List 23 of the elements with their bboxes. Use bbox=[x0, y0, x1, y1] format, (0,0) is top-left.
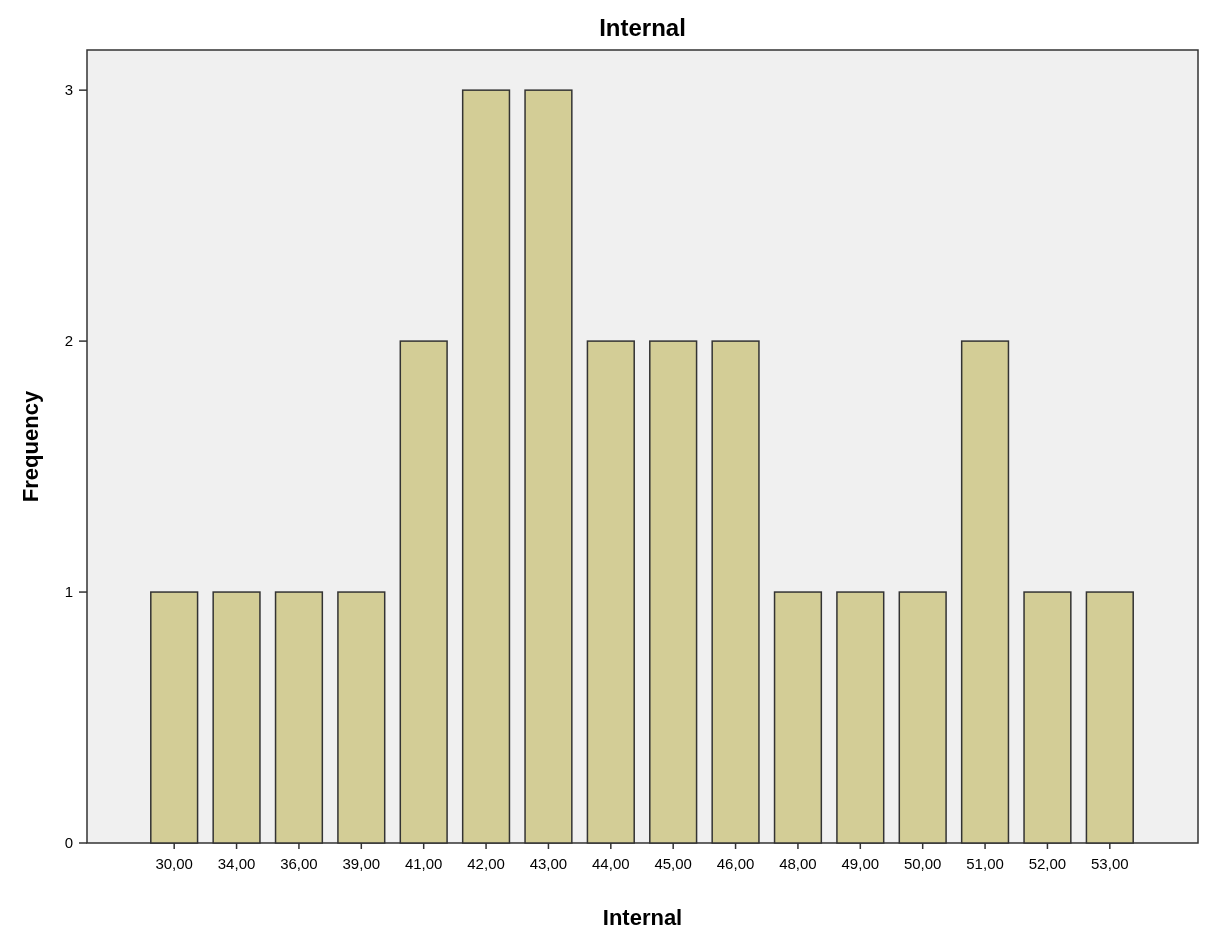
x-tick-label: 52,00 bbox=[1028, 855, 1067, 872]
x-tick-label: 46,00 bbox=[716, 855, 755, 872]
x-tick-label: 50,00 bbox=[903, 855, 942, 872]
x-tick-label: 42,00 bbox=[467, 855, 505, 872]
x-axis-title: Internal bbox=[602, 905, 683, 930]
y-axis-title: Frequency bbox=[18, 390, 43, 503]
x-tick-label: 53,00 bbox=[1091, 855, 1129, 872]
y-tick-label: 2 bbox=[64, 332, 73, 350]
x-tick-label: 36,00 bbox=[280, 855, 318, 872]
x-tick-label: 44,00 bbox=[592, 855, 630, 872]
x-tick-label: 45,00 bbox=[654, 855, 692, 872]
x-tick-label: 49,00 bbox=[841, 855, 880, 872]
y-tick-label: 1 bbox=[64, 583, 73, 601]
x-tick-label: 34,00 bbox=[217, 855, 256, 872]
chart-title: Internal bbox=[599, 14, 686, 41]
x-tick-label: 51,00 bbox=[966, 855, 1004, 872]
x-tick-label: 48,00 bbox=[779, 855, 817, 872]
y-tick-label: 0 bbox=[64, 834, 73, 852]
x-tick-label: 39,00 bbox=[342, 855, 381, 872]
x-tick-label: 43,00 bbox=[529, 855, 568, 872]
x-tick-label: 41,00 bbox=[404, 855, 443, 872]
x-tick-label: 30,00 bbox=[155, 855, 193, 872]
y-tick-label: 3 bbox=[64, 81, 73, 99]
